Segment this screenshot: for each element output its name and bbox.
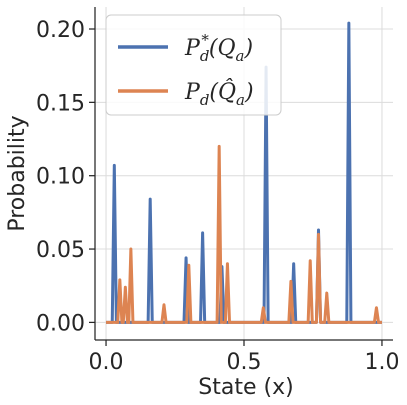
legend-label-part: ) [244,80,254,105]
legend-label-orange: Pd(Q̂a) [184,79,254,109]
x-tick-label: 1.0 [364,350,399,375]
legend-label-blue: Pd*(Qa) [184,31,253,65]
legend-label-part: ) [244,36,254,61]
legend-label-part: (Q̂ [209,79,236,105]
x-tick-label: 0.0 [89,350,124,375]
x-tick-label: 0.5 [227,350,262,375]
legend-label-part: P [184,36,201,61]
legend-label-part: d [200,91,210,109]
y-tick-label: 0.15 [36,91,85,116]
legend-label-part: (Q [209,36,236,61]
y-tick-label: 0.20 [36,18,85,43]
y-tick-label: 0.10 [36,165,85,190]
legend-label-part: a [236,91,245,109]
legend-label-part: d [200,47,210,65]
series-layer [106,21,382,324]
y-tick-label: 0.00 [36,311,85,336]
legend-label-part: * [201,31,209,49]
x-axis-label: State (x) [198,375,293,400]
legend: Pd*(Qa)Pd(Q̂a) [105,14,282,116]
legend-label-part: P [184,80,201,105]
axes-layer: 0.00 0.05 0.10 0.15 0.20 0.0 0.5 1.0 State (x) Pr… [5,7,399,400]
y-axis-label: Probability [5,115,30,231]
legend-label-part: a [236,47,245,65]
y-tick-label: 0.05 [36,238,85,263]
